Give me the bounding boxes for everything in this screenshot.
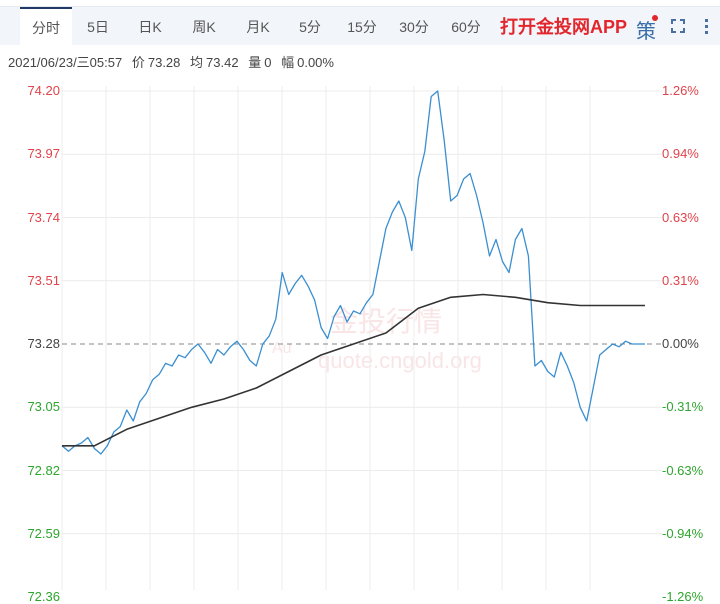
- watermark-url: quote.cngold.org: [318, 348, 482, 373]
- tab-monthly-k[interactable]: 月K: [246, 19, 270, 35]
- tab-60min[interactable]: 60分: [451, 19, 481, 35]
- price-tick-label: 72.59: [27, 525, 60, 541]
- price-tick-label: 73.51: [27, 272, 60, 288]
- change-label: 幅: [281, 55, 295, 70]
- volume-value: 0: [264, 55, 272, 70]
- price-tick-label: 73.28: [27, 336, 60, 351]
- price-tick-label: 72.82: [27, 462, 60, 478]
- period-tab-bar: 分时 5日 日K 周K 月K 5分 15分 30分 60分 打开金投网APP 策: [0, 6, 720, 45]
- more-vertical-icon[interactable]: [705, 19, 709, 35]
- fullscreen-icon[interactable]: [671, 19, 685, 33]
- average-line: [62, 293, 645, 447]
- tab-15min[interactable]: 15分: [347, 19, 377, 35]
- avg-value: 73.42: [206, 55, 239, 70]
- intraday-chart: [61, 86, 662, 590]
- percent-tick-label: 0.31%: [662, 272, 699, 288]
- avg-label: 均: [190, 55, 204, 70]
- price-tick-label: 73.05: [27, 399, 60, 415]
- percent-tick-label: 1.26%: [662, 83, 699, 98]
- percent-tick-label: -1.26%: [662, 589, 704, 604]
- percent-tick-label: -0.94%: [662, 525, 704, 541]
- percent-tick-label: -0.31%: [662, 399, 704, 415]
- watermark-brand: 金投行情: [330, 306, 443, 337]
- tab-intraday[interactable]: 分时: [20, 7, 72, 45]
- percent-tick-label: 0.00%: [662, 336, 699, 351]
- tab-5day[interactable]: 5日: [87, 19, 109, 35]
- volume-label: 量: [248, 55, 262, 70]
- tab-30min[interactable]: 30分: [399, 19, 429, 35]
- percent-tick-label: -0.63%: [662, 462, 704, 478]
- price-tick-label: 73.97: [27, 146, 60, 162]
- change-value: 0.00%: [297, 55, 334, 70]
- price-line: [61, 90, 645, 455]
- strategy-icon[interactable]: 策: [636, 21, 656, 43]
- price-value: 73.28: [147, 55, 181, 70]
- price-tick-label: 74.20: [27, 83, 60, 98]
- quote-datetime: 2021/06/23/三05:57: [8, 55, 123, 70]
- price-label: 价: [131, 55, 145, 70]
- tab-weekly-k[interactable]: 周K: [192, 19, 216, 35]
- price-tick-label: 73.74: [27, 209, 60, 225]
- percent-tick-label: 0.63%: [662, 209, 699, 225]
- price-tick-label: 72.36: [27, 589, 60, 604]
- notification-dot: [652, 15, 658, 21]
- open-app-link[interactable]: 打开金投网APP: [500, 17, 628, 37]
- percent-tick-label: 0.94%: [662, 146, 699, 162]
- tab-daily-k[interactable]: 日K: [138, 19, 162, 35]
- tab-5min[interactable]: 5分: [299, 19, 321, 35]
